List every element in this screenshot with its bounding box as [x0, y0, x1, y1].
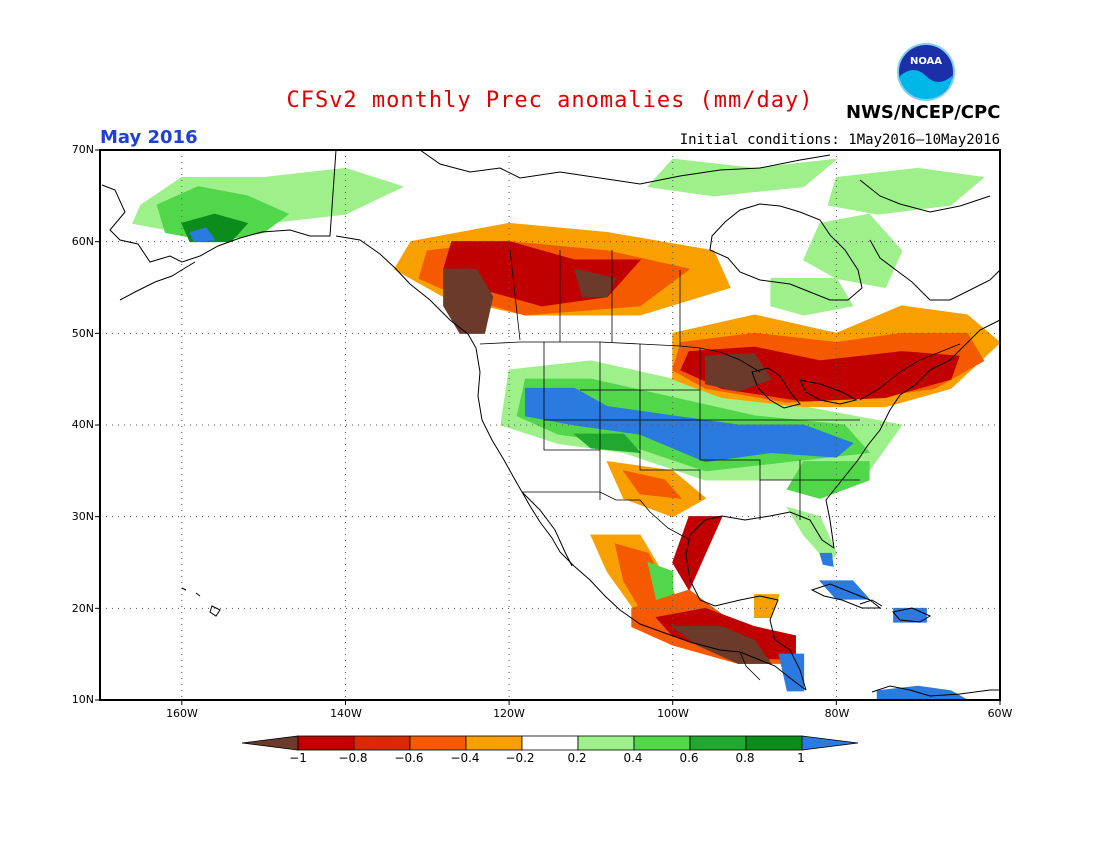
lat-label: 40N — [71, 418, 94, 431]
colorbar-label: 1 — [797, 751, 805, 765]
graticule — [100, 150, 1000, 700]
lon-label: 140W — [330, 707, 362, 720]
colorbar-bin — [521, 735, 579, 751]
anomaly-region — [704, 352, 772, 392]
anomaly-region — [827, 167, 985, 215]
colorbar-label: 0.2 — [567, 751, 587, 765]
initial-conditions: Initial conditions: 1May2016–10May2016 — [679, 132, 1000, 148]
colorbar-bin — [689, 735, 747, 751]
colorbar-bin — [465, 735, 523, 751]
colorbar-bin — [297, 735, 355, 751]
colorbar-label: 0.4 — [623, 751, 643, 765]
lat-label: 70N — [71, 143, 94, 156]
colorbar-label: −0.6 — [394, 751, 424, 765]
anomaly-region — [819, 552, 834, 567]
coastlines — [101, 149, 1001, 697]
colorbar-bin — [745, 735, 803, 751]
state-borders — [479, 249, 961, 681]
anomaly-field — [132, 158, 1001, 701]
colorbar-high-arrow — [801, 735, 859, 751]
noaa-logo: NOAA — [897, 43, 955, 101]
anomaly-region — [893, 607, 927, 623]
colorbar-label: −0.4 — [450, 751, 480, 765]
colorbar — [241, 735, 859, 751]
colorbar-label: 0.8 — [735, 751, 755, 765]
noaa-logo-text: NOAA — [910, 56, 942, 67]
anomaly-region — [622, 470, 683, 499]
lon-label: 100W — [657, 707, 689, 720]
lat-label: 50N — [71, 327, 94, 340]
anomaly-region — [189, 227, 216, 243]
anomaly-region — [876, 685, 970, 701]
colorbar-bin — [353, 735, 411, 751]
lat-label: 10N — [71, 693, 94, 706]
colorbar-bin — [577, 735, 635, 751]
lat-label: 60N — [71, 235, 94, 248]
colorbar-bin — [409, 735, 467, 751]
colorbar-label: 0.6 — [679, 751, 699, 765]
colorbar-bin — [633, 735, 691, 751]
colorbar-label: −0.2 — [505, 751, 535, 765]
lat-label: 30N — [71, 510, 94, 523]
anomaly-region — [770, 277, 854, 316]
forecast-period: May 2016 — [100, 127, 198, 148]
map-title: CFSv2 monthly Prec anomalies (mm/day) — [286, 88, 814, 113]
anomaly-region — [778, 653, 805, 692]
axis-ticks — [95, 149, 1001, 705]
anomaly-region — [672, 516, 723, 592]
agency-label: NWS/NCEP/CPC — [846, 102, 1001, 123]
lon-label: 160W — [166, 707, 198, 720]
lat-label: 20N — [71, 602, 94, 615]
colorbar-low-arrow — [241, 735, 299, 751]
anomaly-region — [524, 387, 854, 463]
colorbar-label: −1 — [289, 751, 307, 765]
lon-label: 80W — [824, 707, 850, 720]
colorbar-label: −0.8 — [338, 751, 368, 765]
anomaly-region — [573, 268, 617, 298]
lon-label: 120W — [493, 707, 525, 720]
lon-label: 60W — [987, 707, 1013, 720]
